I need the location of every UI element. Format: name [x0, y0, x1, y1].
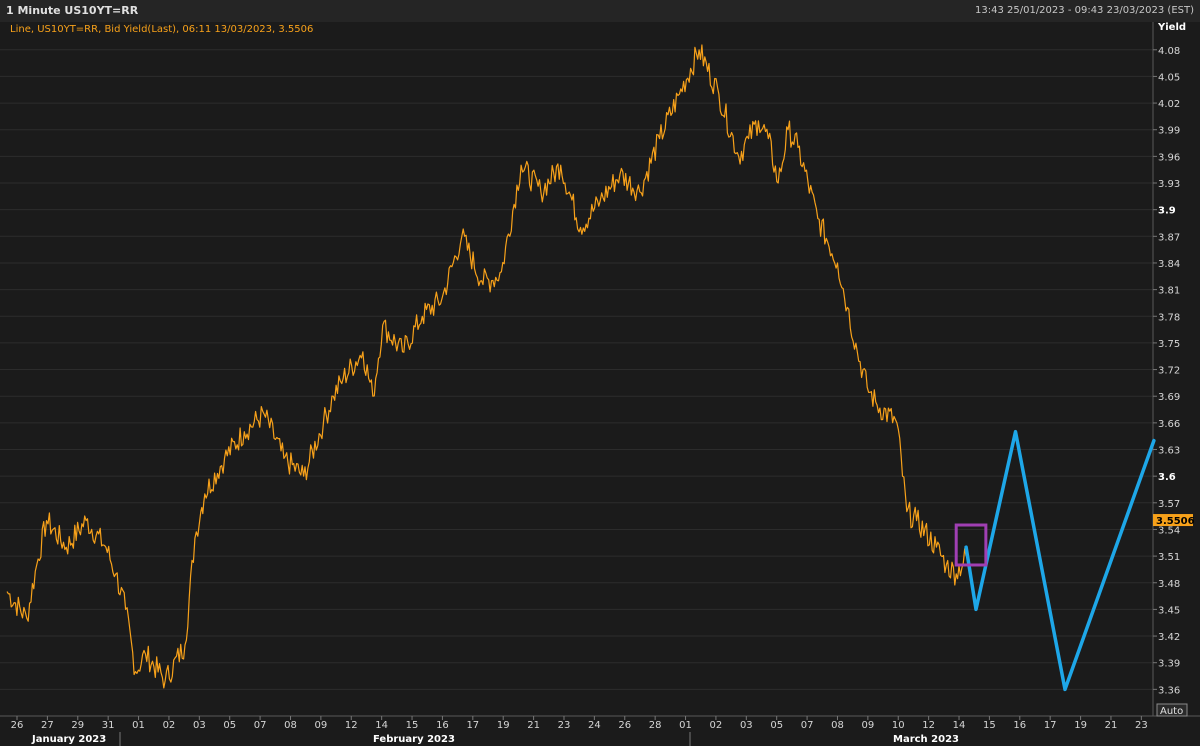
- y-tick-label: 3.69: [1158, 392, 1180, 403]
- y-tick-label: 3.75: [1158, 339, 1180, 350]
- auto-scale-button[interactable]: Auto: [1156, 703, 1188, 717]
- y-tick-label: 3.48: [1158, 579, 1180, 590]
- x-tick-label: 09: [861, 720, 874, 731]
- auto-button-label[interactable]: Auto: [1160, 706, 1183, 717]
- y-tick-label: 3.99: [1158, 126, 1180, 137]
- x-tick-label: 03: [740, 720, 753, 731]
- y-tick-label: 3.78: [1158, 312, 1180, 323]
- y-tick-label: 3.9: [1158, 206, 1176, 217]
- x-tick-label: 01: [132, 720, 145, 731]
- x-tick-label: 26: [618, 720, 631, 731]
- x-tick-label: 21: [527, 720, 540, 731]
- x-tick-label: 24: [588, 720, 601, 731]
- y-tick-label: 3.51: [1158, 552, 1180, 563]
- x-tick-label: 05: [770, 720, 783, 731]
- x-tick-label: 26: [11, 720, 24, 731]
- y-tick-label: 3.72: [1158, 366, 1180, 377]
- x-tick-label: 16: [436, 720, 449, 731]
- x-tick-label: 29: [71, 720, 84, 731]
- month-label: February 2023: [373, 734, 455, 745]
- x-tick-label: 07: [254, 720, 267, 731]
- x-tick-label: 10: [892, 720, 905, 731]
- x-tick-label: 21: [1105, 720, 1118, 731]
- x-tick-label: 19: [497, 720, 510, 731]
- x-tick-label: 02: [710, 720, 723, 731]
- x-tick-label: 28: [649, 720, 662, 731]
- month-label: January 2023: [31, 734, 106, 745]
- y-tick-label: 3.66: [1158, 419, 1180, 430]
- series-group: [6, 44, 1156, 692]
- last-value-tag: 3.5506: [1153, 514, 1195, 527]
- x-tick-label: 15: [406, 720, 419, 731]
- y-tick-label: 4.05: [1158, 72, 1180, 83]
- y-tick-label: 3.45: [1158, 605, 1180, 616]
- y-axis-label: Yield: [1157, 22, 1186, 33]
- y-tick-label: 3.81: [1158, 286, 1180, 297]
- y-tick-label: 3.42: [1158, 632, 1180, 643]
- y-tick-label: 3.39: [1158, 659, 1180, 670]
- yield-series-line: [6, 44, 967, 689]
- chart-background: [0, 22, 1200, 746]
- y-tick-label: 4.02: [1158, 99, 1180, 110]
- x-axis-ticks: 26 27 29 31 01 02 03 05 07 08 09 12 14 15 16 17 19 21 23 24…: [11, 716, 1148, 731]
- month-label: March 2023: [893, 734, 959, 745]
- instrument-title: 1 Minute US10YT=RR: [6, 4, 139, 17]
- x-tick-label: 07: [801, 720, 814, 731]
- x-tick-label: 02: [163, 720, 176, 731]
- y-tick-label: 3.54: [1158, 525, 1180, 536]
- y-tick-label: 4.08: [1158, 46, 1180, 57]
- x-tick-label: 31: [102, 720, 115, 731]
- x-tick-label: 05: [223, 720, 236, 731]
- time-range-label: 13:43 25/01/2023 - 09:43 23/03/2023 (EST…: [975, 5, 1194, 16]
- y-tick-label: 3.87: [1158, 232, 1180, 243]
- y-tick-label: 3.96: [1158, 152, 1180, 163]
- y-tick-label: 3.93: [1158, 179, 1180, 190]
- x-tick-label: 09: [315, 720, 328, 731]
- x-tick-label: 23: [558, 720, 571, 731]
- grid-lines: [0, 49, 1153, 690]
- x-tick-label: 14: [953, 720, 966, 731]
- x-tick-label: 08: [831, 720, 844, 731]
- x-tick-label: 01: [679, 720, 692, 731]
- y-axis-ticks: 4.08 4.05 4.02 3.99 3.96 3.93 3.9 3.87 3.84 3.81 3…: [1153, 46, 1180, 696]
- x-tick-label: 27: [41, 720, 54, 731]
- forecast-path: [964, 429, 1156, 692]
- x-tick-label: 14: [375, 720, 388, 731]
- x-tick-label: 12: [345, 720, 358, 731]
- y-tick-label: 3.36: [1158, 685, 1180, 696]
- annotation-box: [954, 523, 988, 567]
- yield-chart: Line, US10YT=RR, Bid Yield(Last), 06:11 …: [0, 22, 1200, 746]
- y-tick-label: 3.63: [1158, 446, 1180, 457]
- y-tick-label: 3.84: [1158, 259, 1180, 270]
- x-tick-label: 23: [1135, 720, 1148, 731]
- last-value-box: [1153, 514, 1193, 527]
- y-tick-label: 3.57: [1158, 499, 1180, 510]
- auto-button-frame[interactable]: [1156, 703, 1188, 717]
- last-value-text: 3.5506: [1156, 516, 1195, 527]
- x-tick-label: 12: [922, 720, 935, 731]
- x-tick-label: 15: [983, 720, 996, 731]
- legend-text: Line, US10YT=RR, Bid Yield(Last), 06:11 …: [10, 24, 313, 35]
- chart-title-bar: 1 Minute US10YT=RR 13:43 25/01/2023 - 09…: [0, 0, 1200, 23]
- x-tick-label: 17: [466, 720, 479, 731]
- x-tick-label: 08: [284, 720, 297, 731]
- y-tick-label: 3.6: [1158, 472, 1176, 483]
- month-labels: January 2023 February 2023 March 2023: [31, 732, 959, 746]
- x-tick-label: 17: [1044, 720, 1057, 731]
- x-tick-label: 03: [193, 720, 206, 731]
- x-tick-label: 16: [1013, 720, 1026, 731]
- x-tick-label: 19: [1074, 720, 1087, 731]
